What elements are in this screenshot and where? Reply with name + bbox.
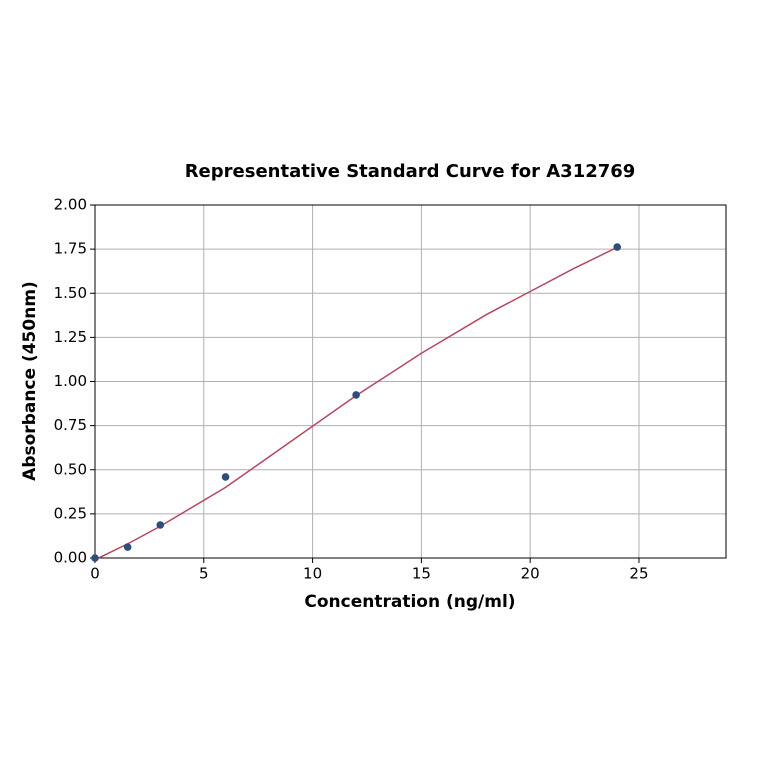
y-tick-label: 1.25 bbox=[54, 328, 87, 346]
x-tick-label: 20 bbox=[521, 565, 540, 583]
data-point bbox=[91, 554, 99, 562]
y-tick-label: 1.00 bbox=[54, 372, 87, 390]
x-axis-label: Concentration (ng/ml) bbox=[304, 592, 515, 612]
data-point bbox=[221, 473, 230, 481]
y-axis-label: Absorbance (450nm) bbox=[20, 281, 40, 481]
data-point bbox=[613, 243, 622, 251]
x-tick-label: 10 bbox=[303, 565, 322, 583]
x-tick-label: 15 bbox=[412, 565, 431, 583]
y-tick-label: 0.50 bbox=[54, 460, 87, 478]
y-tick-label: 1.75 bbox=[54, 240, 87, 258]
data-point bbox=[352, 391, 360, 399]
y-tick-label: 0.00 bbox=[54, 549, 87, 567]
plot-frame bbox=[94, 204, 727, 559]
data-point bbox=[123, 543, 132, 551]
y-tick-label: 0.25 bbox=[54, 504, 87, 522]
x-tick-label: 5 bbox=[199, 565, 209, 583]
chart-title: Representative Standard Curve for A31276… bbox=[185, 161, 636, 182]
x-tick-label: 25 bbox=[629, 565, 648, 583]
data-point bbox=[156, 521, 165, 529]
y-tick-label: 1.50 bbox=[54, 284, 87, 302]
y-tick-label: 0.75 bbox=[54, 416, 87, 434]
x-tick-label: 0 bbox=[90, 565, 100, 583]
y-tick-label: 2.00 bbox=[54, 196, 87, 214]
